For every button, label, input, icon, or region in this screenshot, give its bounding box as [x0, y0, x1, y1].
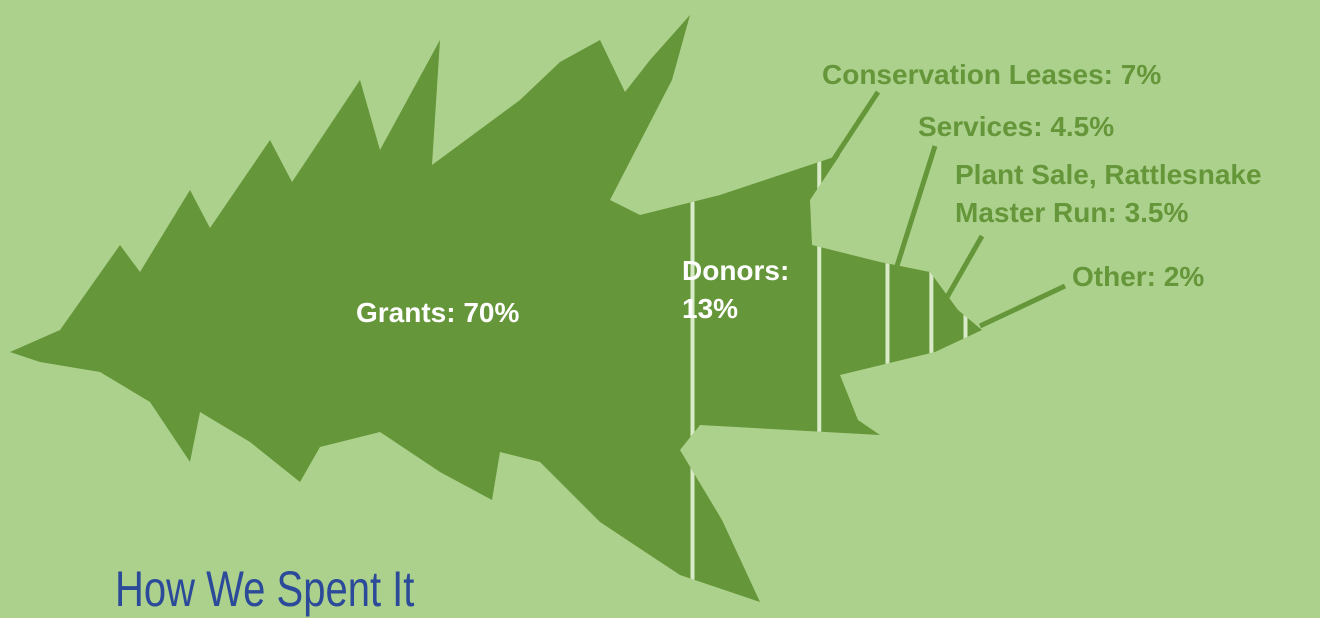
leader-line — [939, 234, 985, 308]
leader-line — [827, 90, 881, 167]
segment — [10, 15, 693, 602]
leaders — [827, 90, 1067, 329]
leader-line — [894, 145, 938, 267]
segment-label: Donors: 13% — [682, 255, 790, 324]
segment-label: Services: 4.5% — [918, 111, 1115, 142]
segment-label: Other: 2% — [1072, 261, 1205, 292]
segment-label: Conservation Leases: 7% — [822, 59, 1162, 90]
chart — [10, 15, 1067, 602]
chart-title: How We Spent It — [115, 561, 415, 617]
segment-label: Plant Sale, Rattlesnake Master Run: 3.5% — [955, 159, 1262, 228]
leader-line — [978, 283, 1067, 329]
page: Grants: 70% Donors: 13% Conservation Lease… — [10, 15, 1262, 617]
segment-label: Grants: 70% — [356, 297, 520, 328]
